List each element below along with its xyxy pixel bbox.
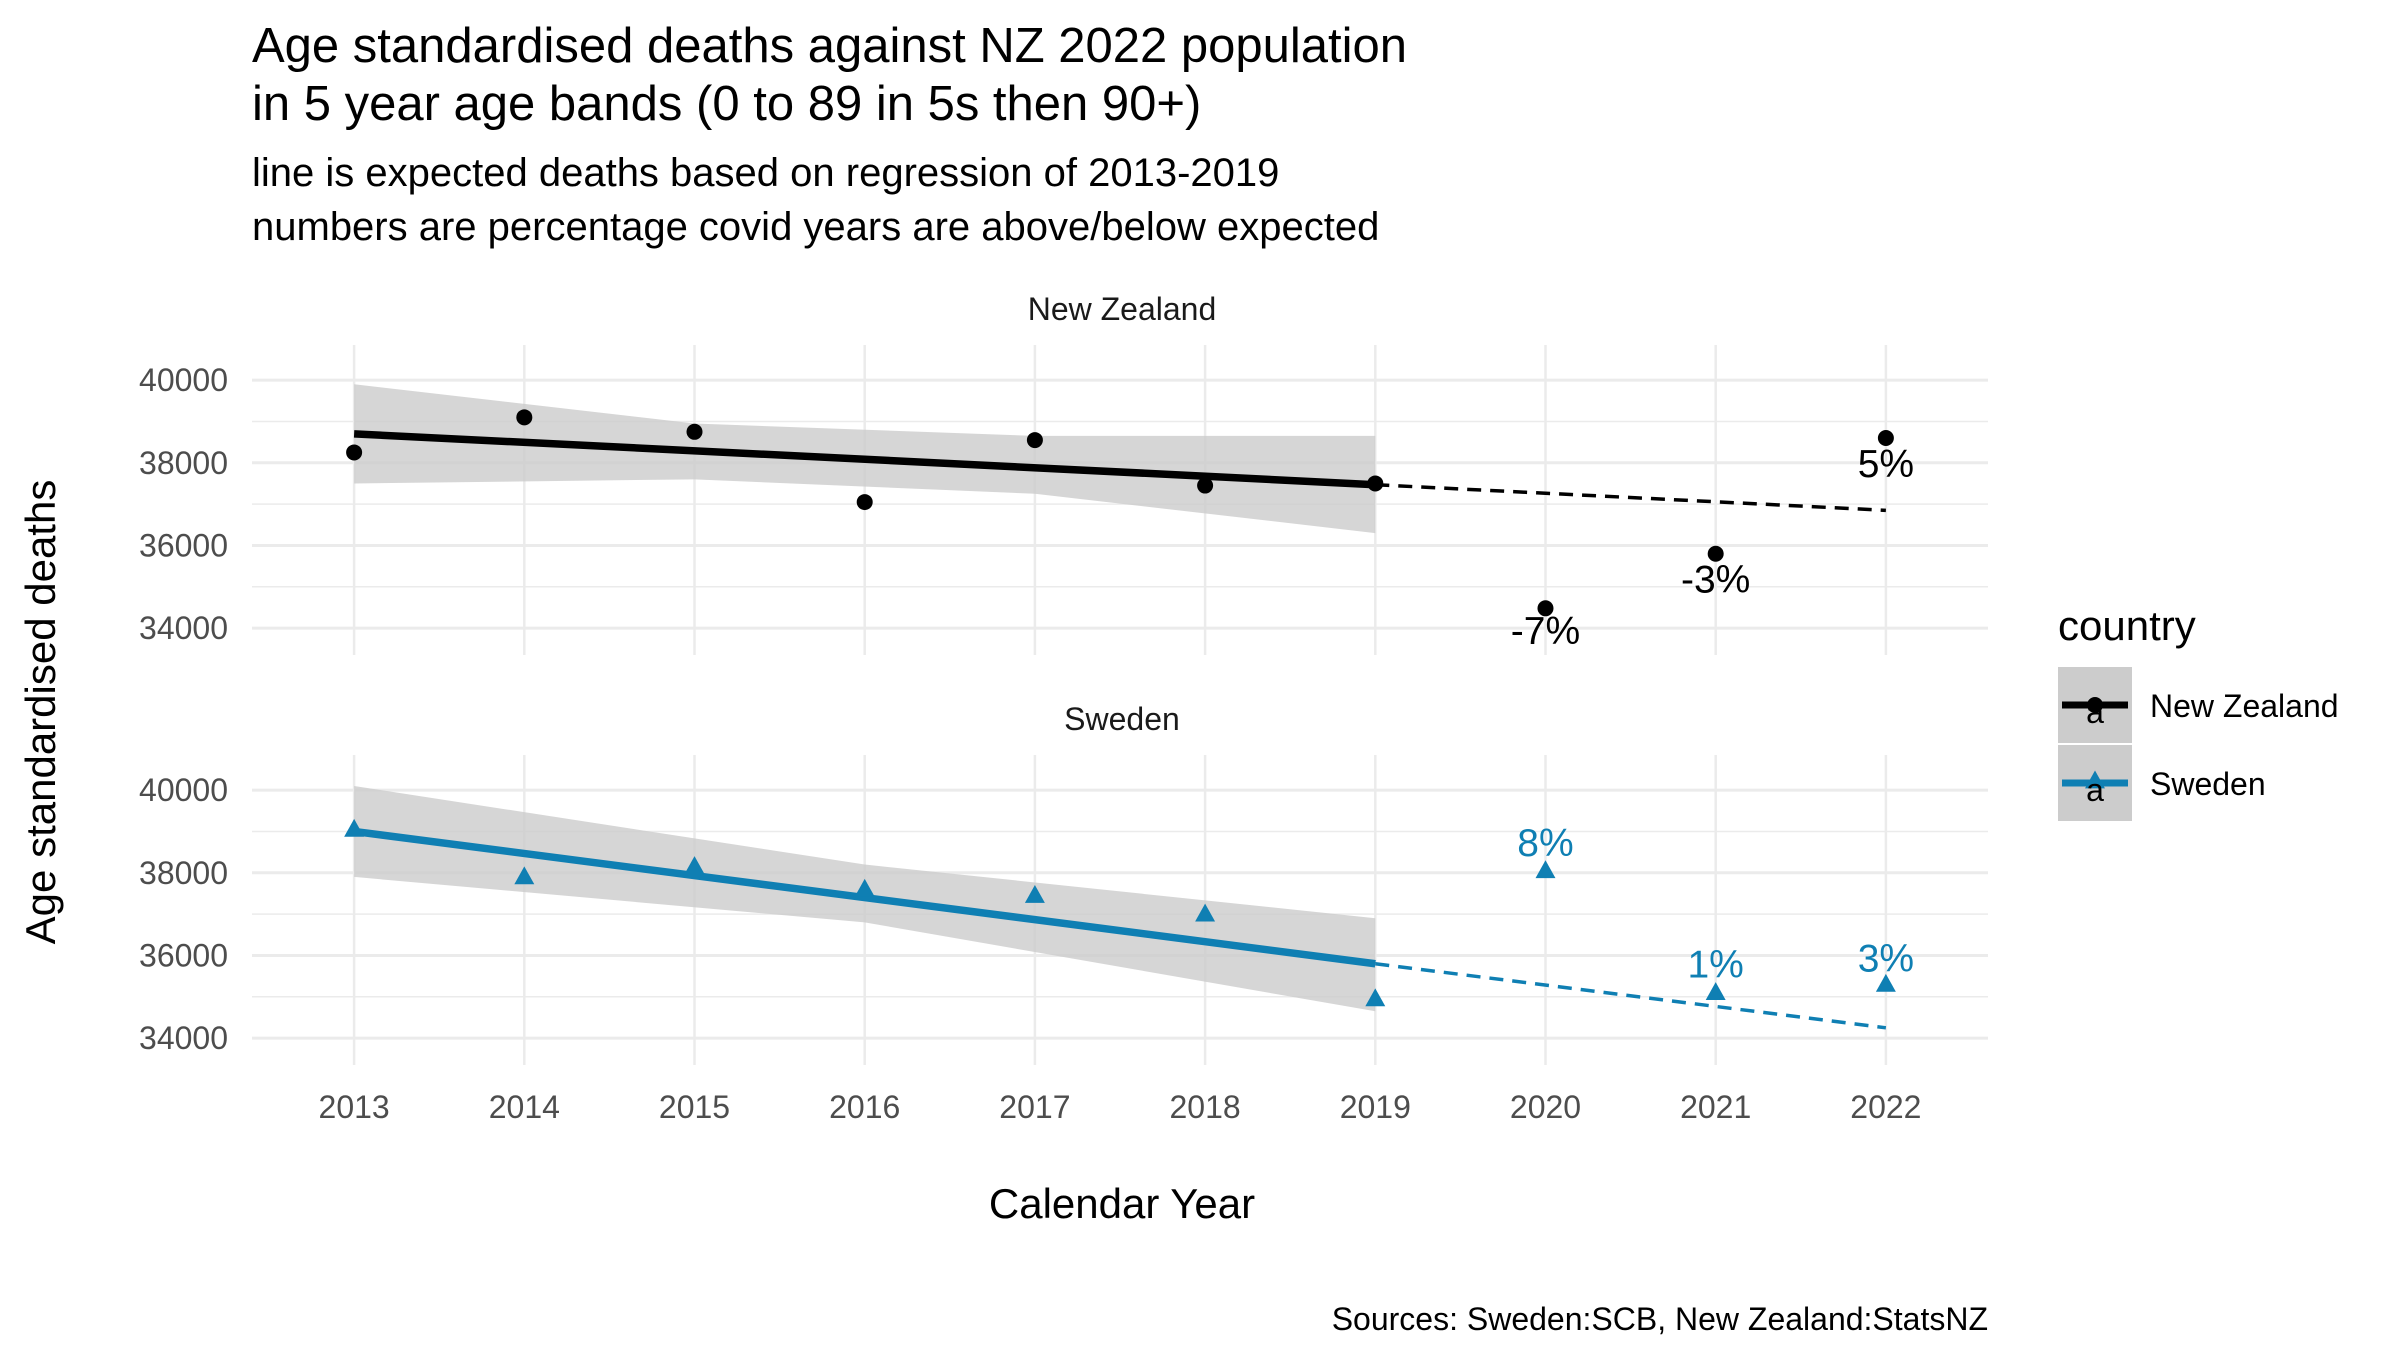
data-point-new-zealand xyxy=(516,409,533,426)
data-point-sweden xyxy=(1024,885,1045,903)
regression-line-sweden xyxy=(353,827,1376,968)
x-tick-label: 2017 xyxy=(999,1089,1070,1125)
data-point-new-zealand xyxy=(1877,430,1894,446)
data-point-sweden xyxy=(344,818,365,837)
chart-title-line2: in 5 year age bands (0 to 89 in 5s then … xyxy=(252,77,1201,131)
data-point-sweden xyxy=(1535,860,1556,879)
x-tick-label: 2020 xyxy=(1510,1089,1581,1125)
strip-label-new-zealand: New Zealand xyxy=(1028,291,1217,327)
x-axis: 2013 2014 2015 2016 2017 2018 2019 2020 2021 2022 xyxy=(319,1089,1922,1125)
legend-key-point-sweden xyxy=(2085,770,2105,789)
data-point-new-zealand xyxy=(1707,545,1724,562)
y-tick-label: 36000 xyxy=(139,937,228,973)
data-point-sweden xyxy=(684,856,705,874)
panel-sweden: Sweden 34000 36000 38000 40000 8% 1% 3% xyxy=(139,701,1988,1065)
percent-label-sweden: 1% xyxy=(1687,944,1743,987)
projection-line-new-zealand xyxy=(1375,482,1886,513)
x-tick-label: 2013 xyxy=(319,1089,390,1125)
y-tick-label: 38000 xyxy=(139,445,228,481)
legend-key-point-new-zealand xyxy=(2087,697,2103,713)
strip-label-sweden: Sweden xyxy=(1064,701,1180,737)
data-point-new-zealand xyxy=(856,494,873,511)
legend-label-new-zealand: New Zealand xyxy=(2150,688,2339,724)
y-tick-label: 36000 xyxy=(139,527,228,563)
data-point-sweden xyxy=(1705,982,1726,1001)
percent-label-sweden: 3% xyxy=(1858,938,1914,981)
x-tick-label: 2018 xyxy=(1170,1089,1241,1125)
legend-title: country xyxy=(2058,602,2196,649)
x-tick-label: 2019 xyxy=(1340,1089,1411,1125)
data-point-new-zealand xyxy=(346,444,363,461)
data-point-sweden xyxy=(514,866,535,885)
legend-key-glyph-sweden: a xyxy=(2086,772,2104,808)
data-point-sweden xyxy=(1365,988,1386,1007)
data-point-sweden xyxy=(1195,903,1216,922)
regression-line-new-zealand xyxy=(353,430,1376,489)
y-tick-label: 38000 xyxy=(139,855,228,891)
data-point-new-zealand xyxy=(1367,475,1384,492)
chart-title-line1: Age standardised deaths against NZ 2022 … xyxy=(252,19,1407,73)
legend: country a New Zealand a Sweden xyxy=(2058,602,2339,821)
chart-subtitle-line2: numbers are percentage covid years are a… xyxy=(252,205,1379,249)
y-tick-label: 34000 xyxy=(139,610,228,646)
percent-label-sweden: 8% xyxy=(1517,822,1573,865)
data-point-sweden xyxy=(854,878,875,897)
caption: Sources: Sweden:SCB, New Zealand:StatsNZ xyxy=(1332,1301,1988,1337)
x-tick-label: 2022 xyxy=(1850,1089,1921,1125)
y-tick-label: 40000 xyxy=(139,772,228,808)
data-point-new-zealand xyxy=(686,423,703,440)
projection-line-sweden xyxy=(1375,961,1887,1030)
x-axis-title: Calendar Year xyxy=(989,1180,1255,1227)
x-tick-label: 2016 xyxy=(829,1089,900,1125)
y-axis-title: Age standardised deaths xyxy=(17,480,64,945)
percent-label-new-zealand: 5% xyxy=(1858,443,1914,486)
legend-key-glyph-new-zealand: a xyxy=(2086,694,2104,730)
data-point-new-zealand xyxy=(1537,600,1554,617)
chart-subtitle-line1: line is expected deaths based on regress… xyxy=(252,151,1279,195)
percent-label-new-zealand: -3% xyxy=(1681,559,1750,602)
panel-new-zealand: New Zealand 34000 36000 38000 40000 -7% -3% 5% xyxy=(139,291,1988,655)
data-point-new-zealand xyxy=(1026,432,1043,449)
percent-label-new-zealand: -7% xyxy=(1511,610,1580,653)
x-tick-label: 2015 xyxy=(659,1089,730,1125)
data-point-new-zealand xyxy=(1197,477,1214,494)
y-tick-label: 40000 xyxy=(139,362,228,398)
x-tick-label: 2014 xyxy=(489,1089,560,1125)
legend-label-sweden: Sweden xyxy=(2150,766,2266,802)
data-point-sweden xyxy=(1875,973,1896,992)
y-tick-label: 34000 xyxy=(139,1020,228,1056)
x-tick-label: 2021 xyxy=(1680,1089,1751,1125)
